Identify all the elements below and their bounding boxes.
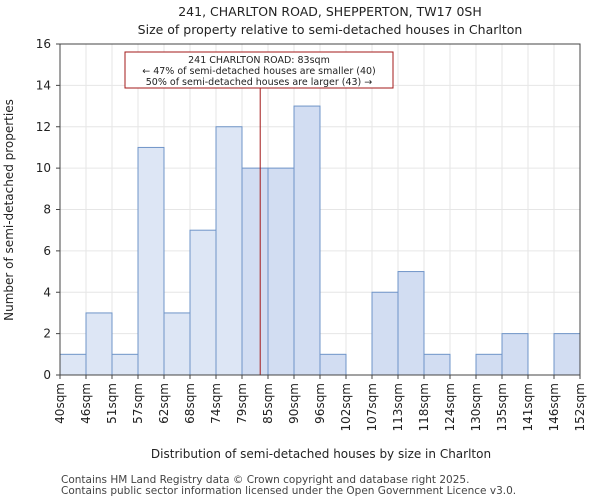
x-axis-label: Distribution of semi-detached houses by … — [151, 447, 491, 461]
y-tick-label-4: 4 — [43, 285, 51, 299]
footer-line1: Contains HM Land Registry data © Crown c… — [61, 474, 470, 486]
y-tick-label-10: 10 — [36, 161, 51, 175]
bar-74sqm — [215, 126, 243, 376]
bar-51sqm — [111, 353, 139, 376]
bar-113sqm — [397, 271, 425, 376]
annotation-box: 241 CHARLTON ROAD: 83sqm ← 47% of semi-d… — [124, 51, 394, 89]
x-tick-label-79sqm: 79sqm — [235, 383, 249, 424]
x-tick-label-40sqm: 40sqm — [53, 383, 67, 424]
x-tick-label-57sqm: 57sqm — [131, 383, 145, 424]
x-tick-label-146sqm: 146sqm — [547, 383, 561, 431]
footer-line2: Contains public sector information licen… — [61, 485, 517, 497]
y-tick-label-14: 14 — [36, 78, 51, 92]
x-tick-label-46sqm: 46sqm — [79, 383, 93, 424]
bar-96sqm — [319, 353, 347, 376]
y-axis-label: Number of semi-detached properties — [2, 99, 16, 321]
x-tick-label-62sqm: 62sqm — [157, 383, 171, 424]
x-tick-label-135sqm: 135sqm — [495, 383, 509, 431]
y-tick-label-12: 12 — [36, 120, 51, 134]
annotation-line3: 50% of semi-detached houses are larger (… — [146, 77, 373, 88]
chart-title-line1: 241, CHARLTON ROAD, SHEPPERTON, TW17 0SH — [178, 4, 482, 19]
annotation-line1: 241 CHARLTON ROAD: 83sqm — [188, 55, 330, 66]
x-tick-label-96sqm: 96sqm — [313, 383, 327, 424]
x-tick-label-68sqm: 68sqm — [183, 383, 197, 424]
y-tick-label-16: 16 — [36, 37, 51, 51]
bar-90sqm — [293, 105, 321, 376]
y-tick-label-8: 8 — [43, 203, 51, 217]
y-tick-label-0: 0 — [43, 368, 51, 382]
x-tick-label-85sqm: 85sqm — [261, 383, 275, 424]
bar-46sqm — [85, 312, 113, 376]
bar-40sqm — [59, 353, 87, 376]
annotation-frame — [124, 51, 394, 89]
bar-57sqm — [137, 146, 165, 376]
y-tick-labels: 0 2 4 6 8 10 12 14 16 — [36, 37, 60, 382]
bar-107sqm — [371, 291, 399, 376]
bar-118sqm — [423, 353, 451, 376]
bars — [59, 105, 581, 376]
x-tick-labels: 40sqm 46sqm 51sqm 57sqm 62sqm 68sqm 74sqm 79sqm… — [53, 375, 587, 431]
x-tick-label-74sqm: 74sqm — [209, 383, 223, 424]
bar-68sqm — [189, 229, 217, 376]
x-tick-label-118sqm: 118sqm — [417, 383, 431, 431]
x-tick-label-130sqm: 130sqm — [469, 383, 483, 431]
x-tick-label-51sqm: 51sqm — [105, 383, 119, 424]
bar-135sqm — [501, 333, 529, 376]
x-tick-label-107sqm: 107sqm — [365, 383, 379, 431]
bar-146sqm — [553, 333, 581, 376]
y-tick-label-6: 6 — [43, 244, 51, 258]
bar-62sqm — [163, 312, 191, 376]
y-tick-label-2: 2 — [43, 327, 51, 341]
bar-130sqm — [475, 353, 503, 376]
chart-title-line2: Size of property relative to semi-detach… — [138, 22, 523, 37]
x-tick-label-90sqm: 90sqm — [287, 383, 301, 424]
annotation-line2: ← 47% of semi-detached houses are smalle… — [142, 66, 376, 77]
x-tick-label-113sqm: 113sqm — [391, 383, 405, 431]
bar-85sqm — [267, 167, 295, 376]
x-tick-label-102sqm: 102sqm — [339, 383, 353, 431]
x-tick-label-124sqm: 124sqm — [443, 383, 457, 431]
x-tick-label-152sqm: 152sqm — [573, 383, 587, 431]
bar-79sqm — [241, 167, 269, 376]
histogram-chart: 241, CHARLTON ROAD, SHEPPERTON, TW17 0SH… — [2, 4, 587, 461]
x-tick-label-141sqm: 141sqm — [521, 383, 535, 431]
